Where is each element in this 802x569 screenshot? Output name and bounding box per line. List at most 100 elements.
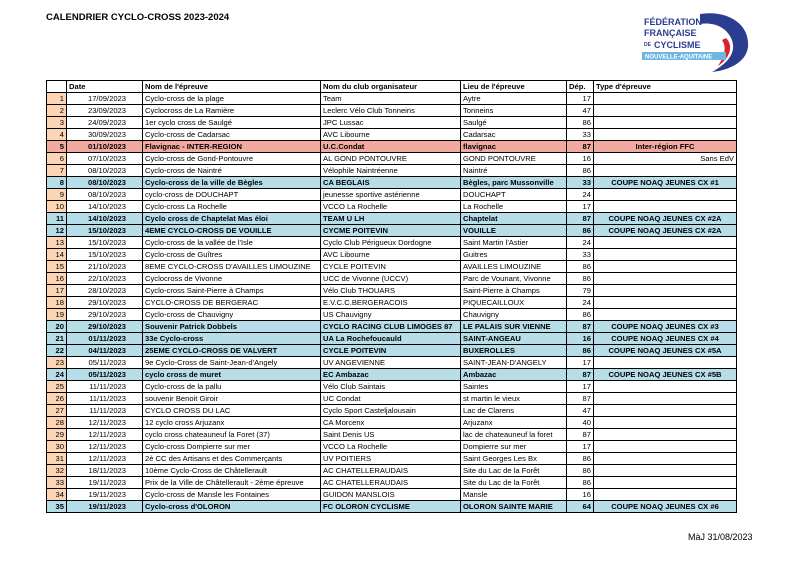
cell-place: Naintré [460,164,567,177]
table-row: 19 29/10/2023 Cyclo-cross de Chauvigny US C… [46,308,737,321]
cell-type: COUPE NOAQ JEUNES CX #6 [593,500,737,513]
cell-dep: 86 [566,308,594,321]
cell-dep: 87 [566,320,594,333]
cell-place: PIQUECAILLOUX [460,296,567,309]
table-row: 34 19/11/2023 Cyclo-cross de Mansle les Fo… [46,488,737,501]
cell-type [593,428,737,441]
cell-n: 28 [46,416,67,429]
cell-place: Guitres [460,248,567,261]
cell-type: COUPE NOAQ JEUNES CX #2A [593,224,737,237]
cell-n: 27 [46,404,67,417]
cell-n: 10 [46,200,67,213]
cell-dep: 87 [566,212,594,225]
cell-name: Prix de la Ville de Châtellerault - 2ème… [142,476,321,489]
cell-name: Cyclo-cross d'OLORON [142,500,321,513]
cell-date: 12/11/2023 [66,416,143,429]
cell-name: Cyclo-cross de la plage [142,92,321,105]
cell-place: Saint-Pierre à Champs [460,284,567,297]
cell-name: 8EME CYCLO-CROSS D'AVAILLES LIMOUZINE [142,260,321,273]
table-row: 20 29/10/2023 Souvenir Patrick Dobbels CYCL… [46,320,737,333]
cell-date: 08/10/2023 [66,164,143,177]
cell-dep: 17 [566,440,594,453]
cell-name: Cyclo-cross de la vallée de l'Isle [142,236,321,249]
cell-name: Cyclocross de La Ramière [142,104,321,117]
table-row: 25 11/11/2023 Cyclo-cross de la pallu Vélo … [46,380,737,393]
cell-club: Vélo Club THOUARS [320,284,461,297]
cell-place: Mansle [460,488,567,501]
cell-place: LE PALAIS SUR VIENNE [460,320,567,333]
cell-date: 19/11/2023 [66,476,143,489]
cell-name: Cyclo-cross de la ville de Bègles [142,176,321,189]
cell-place: OLORON SAINTE MARIE [460,500,567,513]
cell-n: 5 [46,140,67,153]
cell-name: 10ème Cyclo-Cross de Châtellerault [142,464,321,477]
cell-n: 26 [46,392,67,405]
cell-date: 15/10/2023 [66,236,143,249]
cell-date: 15/10/2023 [66,224,143,237]
cell-club: AC CHATELLERAUDAIS [320,464,461,477]
cell-date: 11/11/2023 [66,380,143,393]
cell-dep: 86 [566,476,594,489]
cell-name: Cyclo-cross La Rochelle [142,200,321,213]
cell-n: 17 [46,284,67,297]
table-row: 13 15/10/2023 Cyclo-cross de la vallée de … [46,236,737,249]
cell-date: 04/11/2023 [66,344,143,357]
table-row: 18 29/10/2023 CYCLO-CROSS DE BERGERAC E.V.C… [46,296,737,309]
cell-club: GUIDON MANSLOIS [320,488,461,501]
cell-date: 22/10/2023 [66,272,143,285]
cell-dep: 47 [566,404,594,417]
cell-n: 21 [46,332,67,345]
cell-name: cyclo cross de muret [142,368,321,381]
cell-type [593,248,737,261]
cell-name: Cyclo-cross de Chauvigny [142,308,321,321]
table-row: 1 17/09/2023 Cyclo-cross de la plage Team Ay… [46,92,737,105]
table-row: 30 12/11/2023 Cyclo-cross Dompierre sur me… [46,440,737,453]
cell-dep: 17 [566,92,594,105]
cell-date: 21/10/2023 [66,260,143,273]
cell-date: 19/11/2023 [66,488,143,501]
cell-date: 05/11/2023 [66,356,143,369]
cell-club: VCCO La Rochelle [320,440,461,453]
cell-date: 23/09/2023 [66,104,143,117]
table-row: 23 05/11/2023 9e Cyclo-Cross de Saint-Jean… [46,356,737,369]
cell-type [593,356,737,369]
cell-club: UV ANGEVIENNE [320,356,461,369]
cell-name: cyclo-cross de DOUCHAPT [142,188,321,201]
cell-club: EC Ambazac [320,368,461,381]
cell-type [593,164,737,177]
calendar-table: Date Nom de l'épreuve Nom du club organisa… [46,80,737,513]
cell-date: 24/09/2023 [66,116,143,129]
cell-name: 2è CC des Artisans et des Commerçants [142,452,321,465]
header-cell: Nom du club organisateur [320,80,461,93]
cell-place: Tonneins [460,104,567,117]
cell-dep: 16 [566,332,594,345]
logo-text: DE [644,42,652,48]
logo-text: CYCLISME [654,40,701,50]
cell-date: 01/10/2023 [66,140,143,153]
cell-n: 34 [46,488,67,501]
cell-type [593,308,737,321]
cell-dep: 24 [566,236,594,249]
cell-type [593,272,737,285]
cell-dep: 17 [566,380,594,393]
cell-club: E.V.C.C.BERGERACOIS [320,296,461,309]
cell-type [593,236,737,249]
cell-name: 9e Cyclo-Cross de Saint-Jean-d'Angely [142,356,321,369]
cell-place: BUXEROLLES [460,344,567,357]
logo-text: NOUVELLE-AQUITAINE [645,55,712,61]
cell-place: Saint Georges Les Bx [460,452,567,465]
table-row: 9 08/10/2023 cyclo-cross de DOUCHAPT jeunes… [46,188,737,201]
cell-club: CYCME POITEVIN [320,224,461,237]
header-row: Date Nom de l'épreuve Nom du club organisa… [46,80,737,93]
table-row: 33 19/11/2023 Prix de la Ville de Châtelle… [46,476,737,489]
cell-name: Cyclo-cross de Naintré [142,164,321,177]
cell-club: UCC de Vivonne (UCCV) [320,272,461,285]
cell-name: 33e Cyclo-cross [142,332,321,345]
logo-swoosh [700,13,749,73]
cell-dep: 86 [566,272,594,285]
cell-date: 29/10/2023 [66,308,143,321]
cell-n: 29 [46,428,67,441]
cell-type [593,200,737,213]
cell-n: 19 [46,308,67,321]
cell-n: 3 [46,116,67,129]
